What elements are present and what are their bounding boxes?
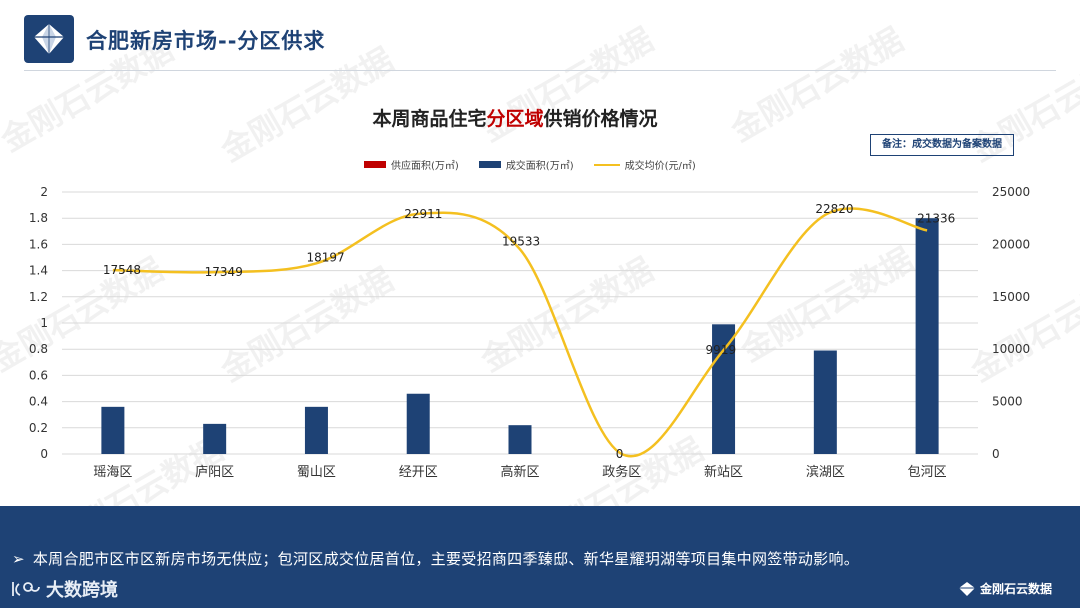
bar-deal-area	[508, 425, 532, 454]
y-left-tick-label: 1.4	[29, 264, 48, 278]
brand-left-logo-icon	[12, 582, 40, 596]
brand-left-text: 大数跨境	[46, 580, 118, 601]
x-tick-label: 包河区	[908, 465, 947, 480]
line-avg-price	[112, 207, 928, 458]
legend-label-avg-price: 成交均价(元/㎡)	[624, 161, 696, 172]
legend-item-supply: 供应面积(万㎡)	[364, 157, 459, 172]
brand-right: 金刚石云数据	[958, 580, 1052, 597]
page-title: 合肥新房市场--分区供求	[86, 29, 326, 53]
y-right-tick-label: 15000	[992, 290, 1030, 304]
legend-item-avg-price: 成交均价(元/㎡)	[593, 157, 696, 172]
line-data-label: 21336	[917, 211, 955, 225]
line-data-label: 17548	[103, 263, 141, 277]
chart-legend: 供应面积(万㎡) 成交面积(万㎡) 成交均价(元/㎡)	[364, 157, 696, 172]
footer-band	[0, 506, 1080, 608]
line-data-label: 0	[616, 447, 624, 461]
y-left-tick-label: 1	[40, 316, 48, 330]
diamond-small-icon	[959, 581, 975, 596]
y-right-tick-label: 0	[992, 447, 1000, 461]
chart-title: 本周商品住宅分区域供销价格情况	[0, 104, 1030, 131]
bar-deal-area	[813, 350, 837, 454]
diamond-logo-icon	[24, 15, 74, 63]
data-note: 备注：成交数据为备案数据	[870, 134, 1014, 156]
y-right-tick-label: 20000	[992, 237, 1030, 251]
y-left-tick-label: 0.6	[29, 368, 48, 382]
bar-deal-area	[101, 406, 125, 454]
chart-title-part1: 本周商品住宅	[372, 108, 487, 130]
y-right-tick-label: 25000	[992, 185, 1030, 199]
summary-text-body: 本周合肥市区市区新房市场无供应；包河区成交位居首位，主要受招商四季臻邸、新华星耀…	[32, 550, 860, 568]
bar-deal-area	[406, 393, 430, 454]
x-tick-label: 瑶海区	[93, 465, 132, 480]
legend-swatch-supply	[364, 161, 386, 168]
line-data-label: 19533	[502, 234, 540, 248]
summary-text: ➢ 本周合肥市区市区新房市场无供应；包河区成交位居首位，主要受招商四季臻邸、新华星…	[12, 548, 859, 569]
legend-item-deal-area: 成交面积(万㎡)	[478, 157, 574, 172]
line-data-label: 22820	[815, 202, 853, 216]
legend-swatch-avg-price	[593, 163, 620, 166]
y-right-tick-label: 10000	[992, 342, 1030, 356]
x-tick-label: 新站区	[704, 464, 743, 480]
y-left-tick-label: 2	[40, 185, 48, 199]
x-tick-label: 高新区	[500, 464, 539, 480]
legend-label-supply: 供应面积(万㎡)	[391, 161, 459, 172]
y-right-tick-label: 5000	[992, 395, 1023, 409]
y-left-tick-label: 1.6	[29, 237, 48, 251]
bullet-arrow-icon: ➢	[12, 550, 25, 568]
line-data-label: 18197	[306, 250, 344, 264]
y-left-tick-label: 0	[40, 447, 48, 461]
x-tick-label: 经开区	[399, 465, 438, 480]
y-left-tick-label: 1.2	[29, 290, 48, 304]
header-divider	[24, 70, 1056, 71]
brand-right-text: 金刚石云数据	[980, 582, 1053, 596]
legend-swatch-deal-area	[478, 161, 501, 168]
line-data-label: 22911	[404, 207, 442, 221]
bar-deal-area	[915, 218, 939, 454]
chart-canvas: 0 0.2 0.4 0.6 0.8 1 1.2 1.4 1.6 1.8 2 0 5000 10000 150…	[29, 185, 1030, 480]
y-left-tick-label: 0.8	[29, 342, 48, 356]
chart-title-highlight: 分区域	[486, 108, 544, 130]
line-data-label: 17349	[205, 265, 243, 279]
line-data-label: 9919	[706, 343, 737, 357]
chart-title-part2: 供销价格情况	[543, 108, 658, 130]
y-left-tick-label: 0.4	[29, 395, 48, 409]
bar-deal-area	[304, 406, 328, 454]
x-tick-label: 滨湖区	[806, 464, 845, 480]
y-left-tick-label: 1.8	[29, 211, 48, 225]
brand-left: 大数跨境	[10, 576, 118, 602]
y-left-tick-label: 0.2	[29, 421, 48, 435]
x-tick-label: 政务区	[602, 464, 641, 480]
bar-deal-area	[203, 423, 227, 454]
x-tick-label: 庐阳区	[195, 465, 234, 480]
x-tick-label: 蜀山区	[297, 465, 336, 480]
legend-label-deal-area: 成交面积(万㎡)	[505, 161, 574, 172]
